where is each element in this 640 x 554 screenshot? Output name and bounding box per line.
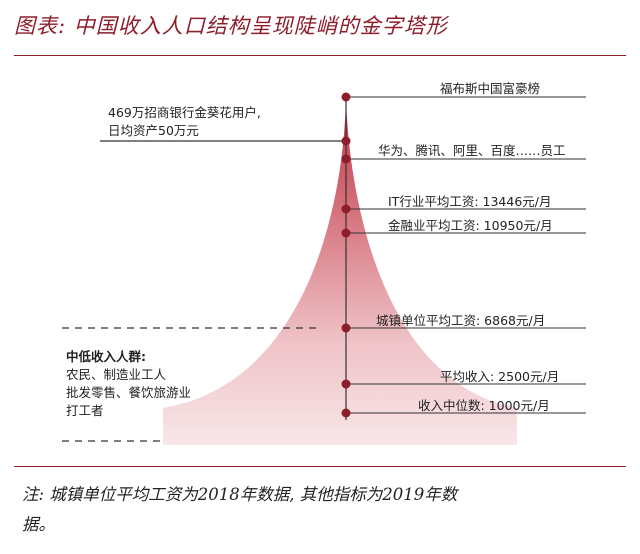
low-income-line-2: 批发零售、餐饮旅游业 <box>66 385 192 400</box>
callout-line-2: 日均资产50万元 <box>108 123 199 138</box>
low-income-title: 中低收入人群: <box>66 349 146 364</box>
footnote-line-1: 注: 城镇单位平均工资为2018年数据, 其他指标为2019年数 <box>22 485 458 504</box>
dot-forbes <box>341 92 351 102</box>
level-label-finance-wage: 金融业平均工资: 10950元/月 <box>388 218 553 233</box>
page-title: 图表: 中国收入人口结构呈现陡峭的金字塔形 <box>14 14 448 38</box>
left-callout: 469万招商银行金葵花用户, 日均资产50万元 <box>108 104 261 140</box>
note-divider <box>14 466 626 467</box>
footnote: 注: 城镇单位平均工资为2018年数据, 其他指标为2019年数 据。 <box>22 480 622 540</box>
dot-finance-wage <box>341 228 351 238</box>
low-income-line-1: 农民、制造业工人 <box>66 367 167 382</box>
title-divider <box>14 55 626 56</box>
dot-median-income <box>341 408 351 418</box>
level-label-median-income: 收入中位数: 1000元/月 <box>418 398 550 413</box>
level-label-forbes: 福布斯中国富豪榜 <box>440 81 541 96</box>
level-label-avg-income: 平均收入: 2500元/月 <box>440 369 560 384</box>
dot-avg-income <box>341 379 351 389</box>
income-pyramid-shape <box>163 98 517 445</box>
level-label-tech-employees: 华为、腾讯、阿里、百度……员工 <box>378 143 566 158</box>
pyramid-diagram <box>62 92 586 445</box>
dot-tech-employees <box>341 154 351 164</box>
level-dots <box>341 92 351 418</box>
footnote-line-2: 据。 <box>22 515 55 534</box>
level-label-urban-wage: 城镇单位平均工资: 6868元/月 <box>376 313 546 328</box>
low-income-group: 中低收入人群: 农民、制造业工人 批发零售、餐饮旅游业 打工者 <box>66 348 191 420</box>
level-leaders <box>346 96 586 414</box>
dot-callout <box>341 136 351 146</box>
dot-urban-wage <box>341 323 351 333</box>
level-label-it-wage: IT行业平均工资: 13446元/月 <box>388 194 552 209</box>
low-income-line-3: 打工者 <box>66 403 104 418</box>
dot-it-wage <box>341 204 351 214</box>
callout-line-1: 469万招商银行金葵花用户, <box>108 105 261 120</box>
